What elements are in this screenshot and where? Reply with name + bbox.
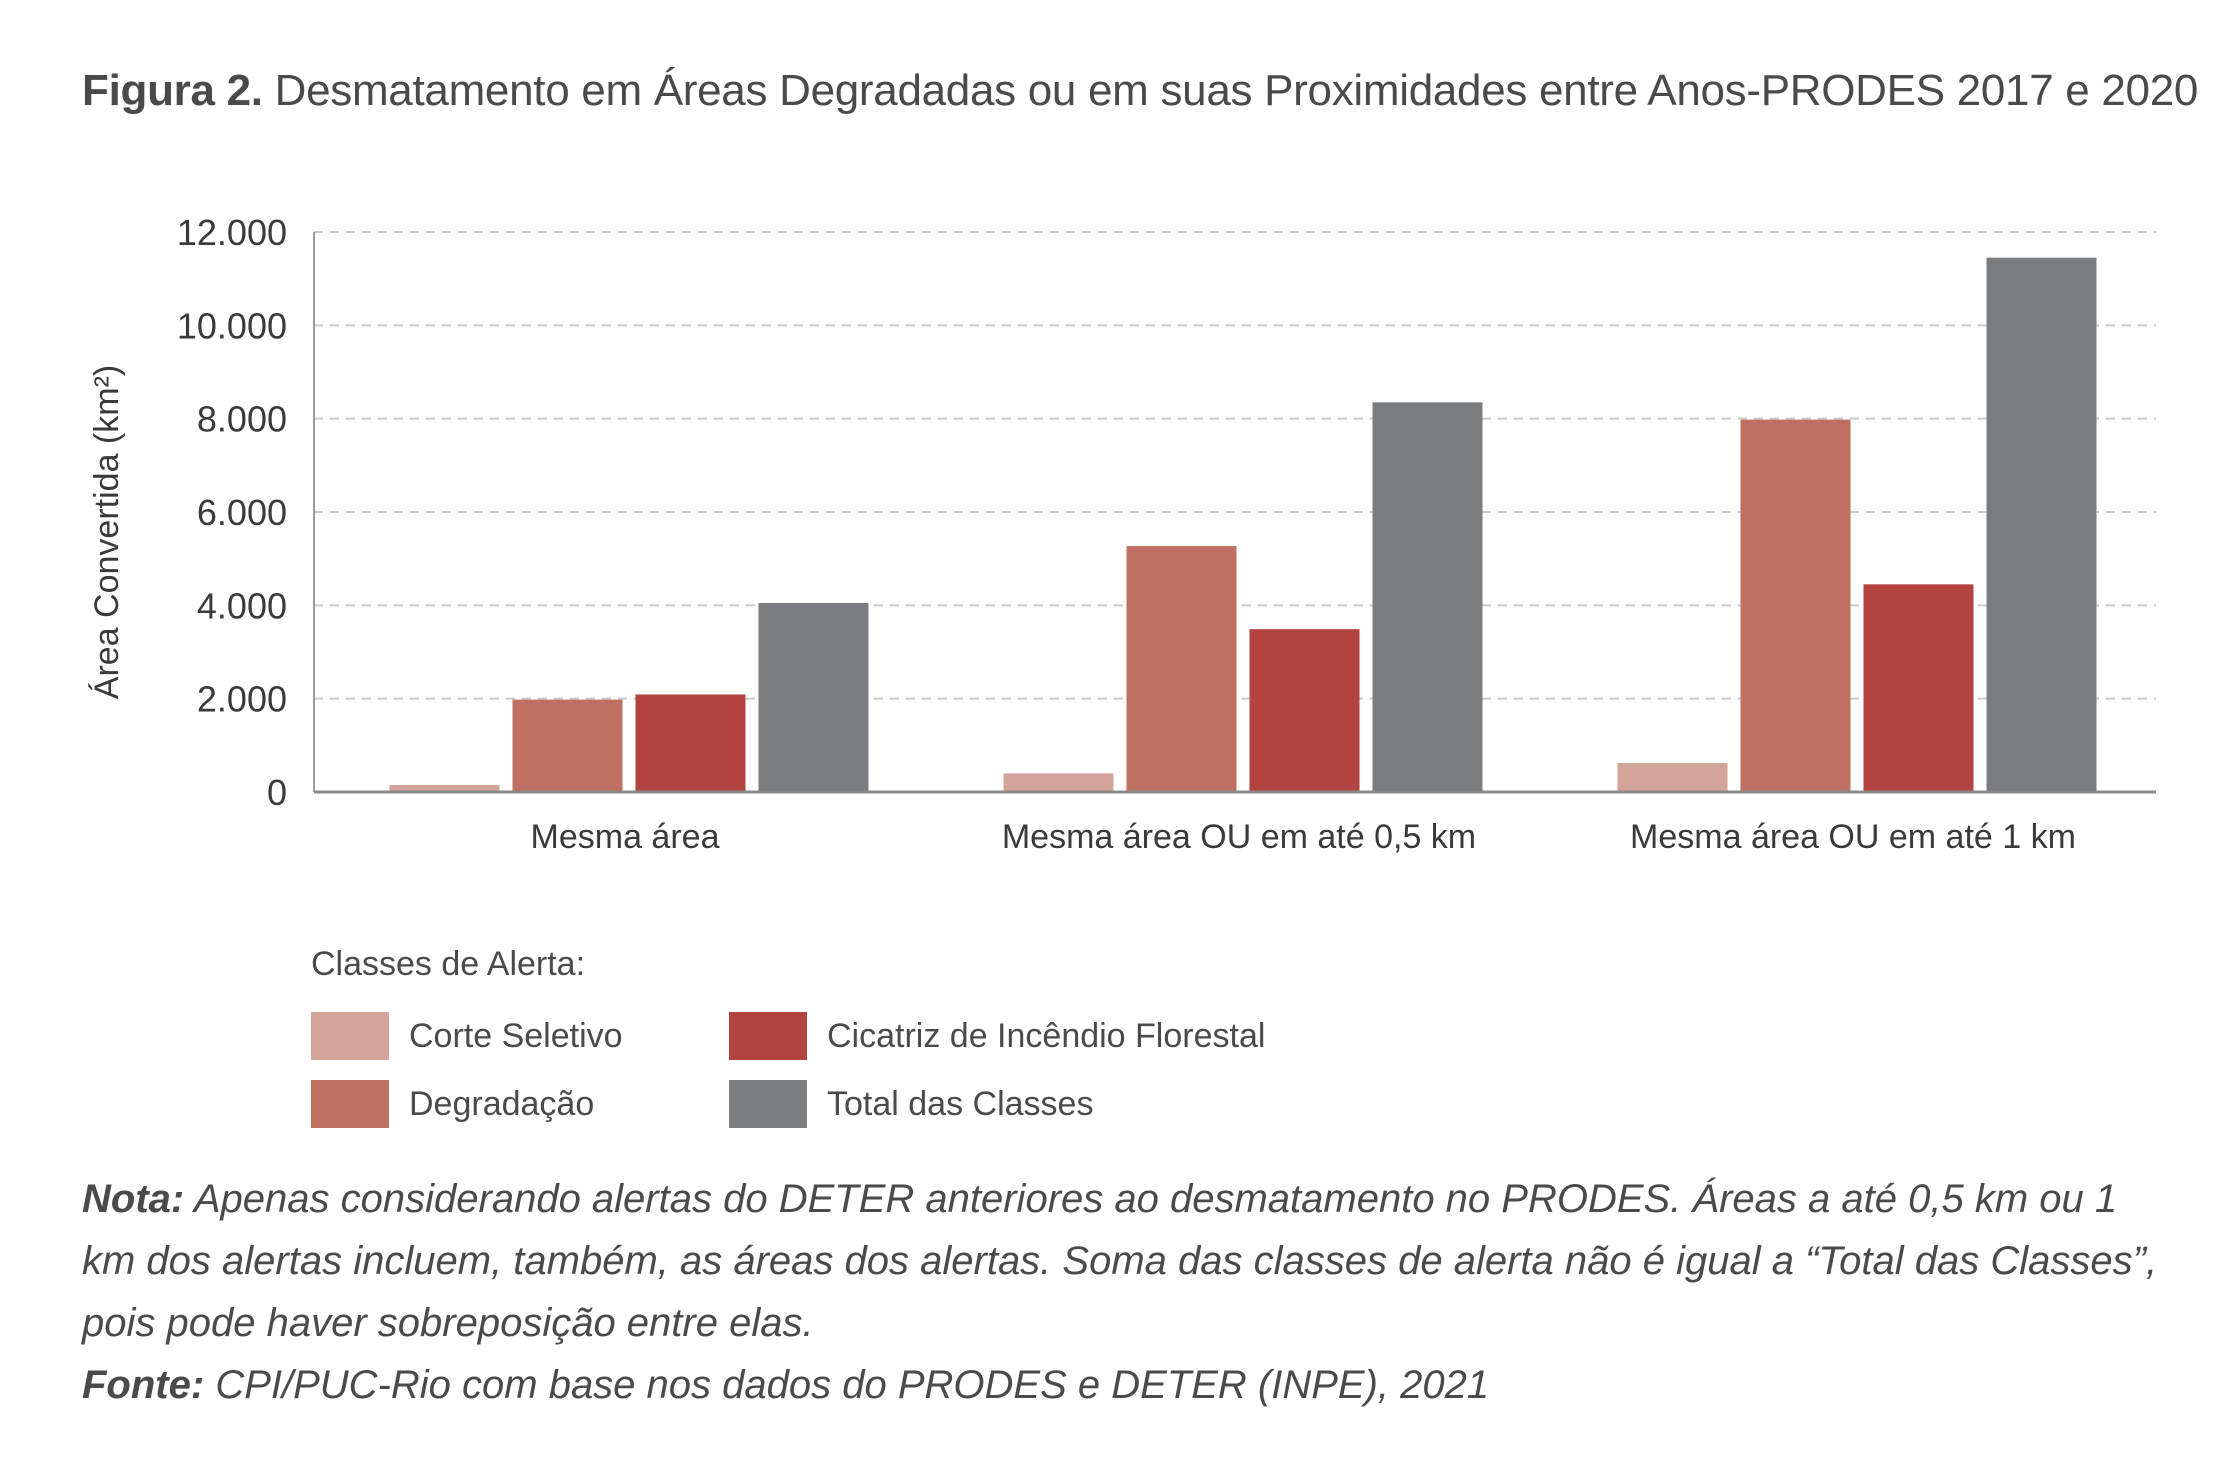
y-tick-label: 4.000 [197,585,287,626]
legend-item-corte-seletivo: Corte Seletivo [311,1012,729,1060]
figure-notes: Nota: Apenas considerando alertas do DET… [82,1168,2162,1416]
legend-item-degradacao: Degradação [311,1080,729,1128]
bar [389,785,500,792]
bar [1249,629,1360,792]
fonte-paragraph: Fonte: CPI/PUC-Rio com base nos dados do… [82,1354,2162,1416]
bar-chart: 0 2.000 4.000 6.000 8.000 10.000 12.000 Área Co… [88,212,2156,856]
fonte-text: CPI/PUC-Rio com base nos dados do PRODES… [215,1363,1490,1407]
bar [1372,402,1483,792]
figure-title-text: Desmatamento em Áreas Degradadas ou em s… [274,66,2199,115]
legend-label: Degradação [409,1084,595,1123]
x-category-label: Mesma área OU em até 1 km [1630,818,2076,856]
legend-item-total-classes: Total das Classes [729,1080,1289,1128]
x-category-label: Mesma área OU em até 0,5 km [1002,818,1476,856]
figure-label: Figura 2. [82,66,263,115]
bar [758,603,869,792]
bar [1617,763,1728,792]
y-tick-label: 10.000 [177,305,287,346]
nota-label: Nota: [82,1177,185,1221]
nota-text: Apenas considerando alertas do DETER ant… [82,1177,2158,1345]
fonte-label: Fonte: [82,1363,205,1407]
bar [1003,773,1114,792]
y-tick-label: 6.000 [197,492,287,533]
legend-swatch [729,1080,807,1128]
legend-heading: Classes de Alerta: [311,945,586,983]
x-category-label: Mesma área [531,818,720,856]
nota-paragraph: Nota: Apenas considerando alertas do DET… [82,1168,2162,1354]
bar [635,694,746,792]
chart-legend: Classes de Alerta: Corte Seletivo Cicatr… [311,945,1289,1128]
legend-label: Total das Classes [827,1084,1094,1123]
legend-label: Cicatriz de Incêndio Florestal [827,1016,1266,1055]
y-axis-label: Área Convertida (km²) [88,365,126,699]
legend-item-cicatriz-incendio: Cicatriz de Incêndio Florestal [729,1012,1289,1060]
bar [512,699,623,792]
bar [1986,257,2097,793]
y-tick-label: 0 [267,772,287,813]
y-tick-label: 2.000 [197,679,287,720]
legend-label: Corte Seletivo [409,1016,623,1055]
y-tick-label: 12.000 [177,212,287,253]
y-tick-label: 8.000 [197,399,287,440]
bar [1863,584,1974,792]
bar [1740,419,1851,792]
legend-swatch [311,1080,389,1128]
bar [1126,546,1237,792]
legend-swatch [311,1012,389,1060]
legend-swatch [729,1012,807,1060]
figure-title: Figura 2. Desmatamento em Áreas Degradad… [82,66,2198,116]
